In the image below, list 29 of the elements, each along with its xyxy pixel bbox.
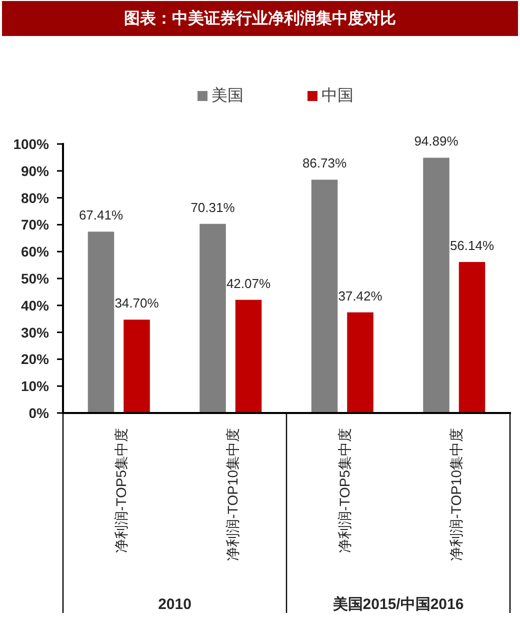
- x-tick-label: 净利润-TOP5集中度: [112, 428, 129, 553]
- y-tick-label: 90%: [20, 162, 50, 179]
- data-label: 86.73%: [302, 156, 347, 171]
- y-tick-label: 50%: [20, 270, 50, 286]
- x-tick-label: 净利润-TOP10集中度: [224, 428, 241, 561]
- x-tick-label: 净利润-TOP5集中度: [336, 428, 352, 553]
- y-tick-label: 70%: [20, 216, 50, 233]
- y-tick-label: 60%: [20, 244, 50, 260]
- y-tick-label: 100%: [13, 136, 50, 152]
- y-tick-label: 40%: [20, 297, 50, 314]
- chart-title: 图表：中美证券行业净利润集中度对比: [124, 8, 396, 28]
- legend-label: 美国: [212, 86, 244, 104]
- y-tick-label: 0%: [28, 405, 50, 421]
- y-tick-label: 10%: [20, 378, 50, 394]
- data-label: 56.14%: [450, 238, 494, 253]
- data-label: 37.42%: [338, 288, 382, 304]
- y-tick-label: 80%: [20, 190, 50, 206]
- data-label: 67.41%: [78, 208, 124, 223]
- y-tick-label: 30%: [20, 324, 50, 340]
- data-label: 34.70%: [114, 296, 159, 311]
- x-tick-label: 净利润-TOP10集中度: [448, 428, 464, 561]
- y-tick-label: 20%: [20, 351, 50, 368]
- data-label: 42.07%: [226, 276, 271, 291]
- x-group-label: 2010: [158, 596, 192, 613]
- legend-label: 中国: [322, 86, 354, 104]
- data-label: 94.89%: [414, 134, 458, 149]
- data-label: 70.31%: [190, 200, 235, 215]
- x-group-label: 美国2015/中国2016: [332, 596, 464, 613]
- title: 图表：中美证券行业净利润集中度对比: [2, 1, 518, 36]
